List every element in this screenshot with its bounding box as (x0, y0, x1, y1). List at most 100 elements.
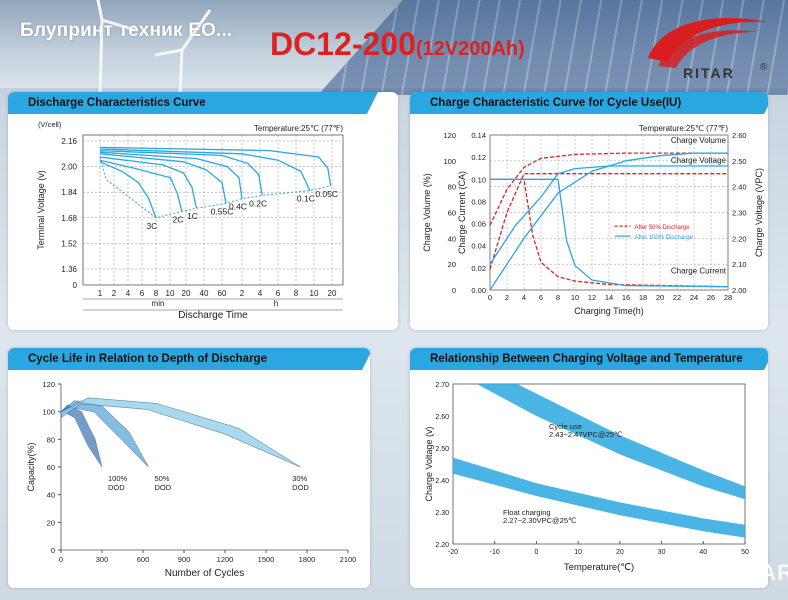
y-right-tick-label: 2.00 (732, 286, 747, 295)
x-tick-label: 600 (137, 555, 150, 564)
y-tick-label: 1.52 (61, 239, 77, 248)
solar-panel-background (318, 0, 788, 95)
y-left1-tick-label: 0 (452, 286, 456, 295)
y-tick-label: 2.00 (61, 163, 77, 172)
curve-label: Charge Volume (671, 136, 727, 145)
x-tick-label: 26 (707, 293, 715, 302)
y-tick-label: 100 (42, 408, 55, 417)
x-axis-label: Temperature(℃) (564, 562, 634, 573)
y-left1-tick-label: 80 (448, 183, 456, 192)
y-left2-tick-label: 0.14 (471, 131, 486, 140)
dod-label: 100% (108, 474, 128, 483)
legend-entry: After 50% Discharge (635, 225, 691, 231)
y-right-tick-label: 2.60 (732, 131, 747, 140)
y-tick-label: 20 (47, 518, 55, 527)
model-title: DC12-200(12V200Ah) (270, 26, 525, 63)
band-label: 2.27~2.30VPC@25℃ (503, 516, 577, 525)
voltage-band-1 (453, 457, 745, 538)
charge-chart: 0 2 4 6 8 10 12 14 16 18 20 22 24 26 28120100806040200… (422, 124, 764, 316)
x-tick-label: 8 (154, 289, 159, 298)
y-tick-label: 1.68 (61, 214, 77, 223)
temperature-title: Relationship Between Charging Voltage an… (410, 348, 768, 370)
curve-label: 3C (146, 221, 157, 231)
y-left2-tick-label: 0.06 (471, 220, 486, 229)
discharge-curve-4 (99, 151, 243, 199)
brand-name: RITAR (683, 65, 735, 81)
x-axis-label: Charging Time(h) (574, 306, 644, 316)
discharge-curve-0 (99, 161, 157, 219)
discharge-title: Discharge Characteristics Curve (8, 92, 378, 114)
discharge-panel: Discharge Characteristics Curve 2.16 2.00… (8, 92, 398, 330)
y-left1-tick-label: 100 (443, 157, 456, 166)
y-tick-label: 2.50 (435, 446, 449, 453)
y-right-tick-label: 2.20 (732, 234, 747, 243)
x-tick-label: 20 (328, 289, 337, 298)
y-tick-label: 120 (42, 380, 55, 389)
y-left2-tick-label: 0.00 (471, 286, 486, 295)
x-tick-label: 1800 (299, 555, 316, 564)
x-tick-label: 2 (505, 293, 509, 302)
dod-label: DOD (292, 483, 309, 492)
x-tick-label: 1200 (217, 555, 234, 564)
cycle-title: Cycle Life in Relation to Depth of Disch… (8, 348, 370, 370)
charge-series-current (490, 178, 729, 288)
dod-label: DOD (154, 483, 171, 492)
charge-series-voltage (489, 165, 728, 265)
discharge-curve-7 (99, 146, 332, 186)
y-right-tick-label: 2.50 (732, 157, 747, 166)
y-right-axis-label: Charge Voltage (VPC) (754, 168, 764, 257)
x-tick-label: 22 (673, 293, 681, 302)
y-tick-label: 40 (47, 491, 55, 500)
ritar-logo: RITAR ® (648, 18, 768, 81)
x-tick-label: 4 (258, 289, 263, 298)
x-tick-label: 900 (178, 555, 191, 564)
x-tick-label: 10 (574, 549, 582, 556)
wind-turbine-icon (96, 0, 212, 95)
x-tick-label: 28 (724, 293, 732, 302)
band-label: Cycle use (549, 422, 582, 431)
x-tick-label: 0 (488, 293, 492, 302)
curve-label: 0.4C (229, 202, 247, 212)
charge-title: Charge Characteristic Curve for Cycle Us… (410, 92, 768, 114)
x-group-label: min (152, 299, 165, 308)
y-left1-tick-label: 60 (448, 209, 456, 218)
curve-label: 0.1C (297, 194, 315, 204)
charge-panel: Charge Characteristic Curve for Cycle Us… (410, 92, 768, 330)
cycle-panel: Cycle Life in Relation to Depth of Disch… (8, 348, 370, 588)
x-tick-label: 16 (622, 293, 630, 302)
x-axis-label: Number of Cycles (165, 568, 244, 579)
y-tick-label: 2.60 (435, 414, 449, 421)
discharge-curve-6 (99, 148, 311, 191)
y-left1-tick-label: 40 (448, 234, 456, 243)
curve-label: 0.05C (315, 189, 338, 199)
charge-series-current (490, 178, 729, 288)
dod-label: 50% (154, 474, 169, 483)
temperature-annotation: Temperature:25℃ (77℉) (639, 124, 728, 133)
band-label: 2.43~2.47VPC@25℃ (549, 430, 623, 439)
y-unit-label: (V/cell) (38, 120, 62, 129)
y-left2-tick-label: 0.08 (471, 197, 486, 206)
cycle-chart: 120 100 80 60 40 20 00 300 600 900 1200 1500 1800 210… (26, 380, 356, 579)
corner-watermark: BAZAR (712, 560, 788, 585)
charge-series-voltage (489, 173, 728, 270)
x-tick-label: 10 (310, 289, 319, 298)
x-group-label: h (274, 299, 278, 308)
curve-label: 2C (173, 214, 184, 224)
discharge-curve-3 (99, 153, 227, 204)
curve-label: Charge Current (671, 266, 727, 275)
x-tick-label: 18 (639, 293, 647, 302)
y-left2-tick-label: 0.02 (471, 264, 486, 273)
y-right-tick-label: 2.30 (732, 209, 747, 218)
y-right-tick-label: 2.40 (732, 183, 747, 192)
legend-entry: After 100% Discharge (635, 235, 694, 241)
x-tick-label: 20 (656, 293, 664, 302)
y-axis-label: Charge Voltage (v) (424, 426, 434, 501)
temperature-chart: 2.70 2.60 2.50 2.40 2.30 2.20-20 -10 0 10 20 30 40 5… (424, 382, 749, 573)
curve-label: Charge Voltage (671, 156, 727, 165)
curve-label: 0.2C (249, 198, 267, 208)
y-left1-tick-label: 120 (443, 131, 456, 140)
x-tick-label: 2 (112, 289, 117, 298)
y-tick-label: 0 (73, 281, 78, 290)
y-left2-tick-label: 0.10 (471, 175, 486, 184)
